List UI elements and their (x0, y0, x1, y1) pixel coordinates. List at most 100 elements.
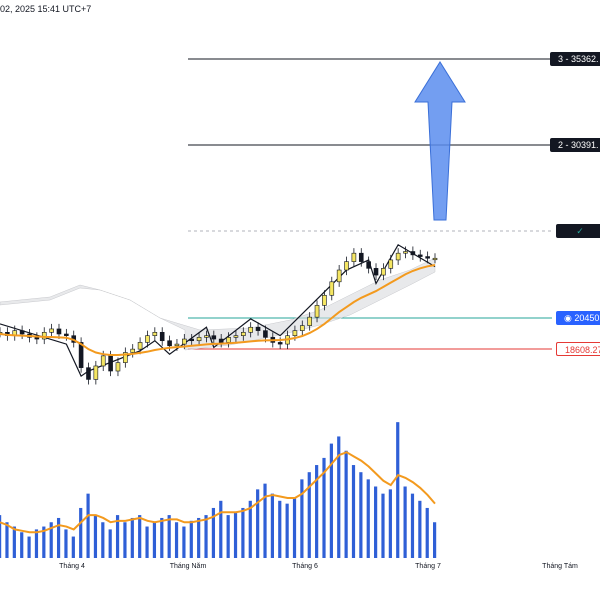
candle-body[interactable] (307, 316, 312, 326)
volume-bar[interactable] (241, 507, 245, 558)
volume-bar[interactable] (425, 507, 429, 558)
volume-bar[interactable] (300, 479, 304, 558)
candle-body[interactable] (425, 256, 430, 259)
candle-body[interactable] (248, 326, 253, 333)
volume-bar[interactable] (123, 522, 127, 558)
candle-body[interactable] (108, 355, 113, 372)
volume-bar[interactable] (108, 529, 112, 558)
volume-bar[interactable] (278, 500, 282, 558)
candle-body[interactable] (351, 252, 357, 262)
candle-body[interactable] (263, 330, 268, 338)
volume-bar[interactable] (233, 512, 238, 558)
candle-body[interactable] (56, 328, 62, 335)
volume-bar[interactable] (388, 489, 392, 558)
volume-bar[interactable] (49, 522, 53, 558)
candle-body[interactable] (182, 338, 187, 345)
candle-body[interactable] (86, 367, 91, 380)
volume-bar[interactable] (5, 522, 9, 558)
candle-body[interactable] (277, 342, 283, 345)
volume-bar[interactable] (381, 493, 385, 558)
volume-bar[interactable] (71, 536, 75, 558)
candle-body[interactable] (189, 338, 194, 342)
candle-body[interactable] (78, 342, 84, 368)
volume-bar[interactable] (0, 515, 2, 558)
volume-bar[interactable] (27, 536, 31, 558)
volume-bar[interactable] (410, 493, 415, 558)
candle-body[interactable] (241, 332, 246, 336)
candle-body[interactable] (366, 261, 371, 269)
candle-body[interactable] (211, 335, 217, 340)
candle-body[interactable] (93, 365, 99, 380)
volume-bar[interactable] (337, 436, 341, 558)
candle-body[interactable] (41, 332, 47, 340)
candle-body[interactable] (19, 330, 25, 335)
volume-bar[interactable] (270, 493, 274, 558)
candle-body[interactable] (329, 281, 335, 296)
volume-bar[interactable] (433, 522, 437, 558)
volume-bar[interactable] (145, 526, 149, 558)
volume-bar[interactable] (34, 529, 39, 558)
candle-body[interactable] (115, 362, 121, 372)
candle-body[interactable] (417, 254, 423, 257)
candle-body[interactable] (174, 343, 180, 347)
volume-bar[interactable] (418, 500, 422, 558)
candle-body[interactable] (0, 332, 3, 335)
volume-bar[interactable] (285, 503, 289, 558)
volume-bar[interactable] (322, 457, 326, 558)
candle-body[interactable] (373, 268, 379, 276)
candle-body[interactable] (410, 251, 416, 256)
volume-bar[interactable] (160, 517, 164, 558)
candle-body[interactable] (159, 332, 165, 342)
volume-bar[interactable] (115, 515, 120, 558)
volume-bar[interactable] (351, 465, 356, 558)
volume-bar[interactable] (167, 515, 171, 558)
candle-body[interactable] (218, 338, 224, 343)
volume-bar[interactable] (315, 465, 319, 558)
candle-body[interactable] (395, 252, 401, 261)
volume-bar[interactable] (197, 517, 201, 558)
volume-bar[interactable] (86, 493, 90, 558)
current-price-label[interactable]: ◉ 20450 (556, 311, 600, 325)
candle-body[interactable] (64, 333, 69, 336)
volume-bar[interactable] (329, 443, 333, 558)
candle-body[interactable] (137, 342, 143, 350)
volume-bar[interactable] (12, 526, 16, 558)
candle-body[interactable] (292, 330, 298, 336)
volume-bar[interactable] (93, 515, 98, 558)
candle-body[interactable] (196, 337, 202, 342)
candle-body[interactable] (432, 257, 438, 261)
candle-body[interactable] (322, 294, 327, 306)
candle-body[interactable] (49, 328, 54, 333)
candle-body[interactable] (314, 305, 320, 318)
volume-bar[interactable] (79, 507, 83, 558)
target-3-label[interactable]: 3 - 35362. (550, 52, 600, 66)
candle-body[interactable] (130, 348, 136, 353)
volume-bar[interactable] (226, 515, 230, 558)
candle-body[interactable] (167, 340, 172, 347)
candle-body[interactable] (152, 332, 158, 336)
candle-body[interactable] (204, 335, 209, 338)
target-2-label[interactable]: 2 - 30391. (550, 138, 600, 152)
volume-bar[interactable] (256, 489, 260, 558)
volume-bar[interactable] (292, 497, 297, 558)
volume-bar[interactable] (307, 472, 311, 558)
candle-body[interactable] (145, 335, 150, 343)
volume-bar[interactable] (344, 450, 348, 558)
volume-bar[interactable] (374, 486, 378, 559)
volume-bar[interactable] (152, 522, 157, 558)
candle-body[interactable] (299, 325, 305, 331)
candle-body[interactable] (123, 352, 128, 363)
entry-check-label[interactable]: ✓ (556, 224, 600, 238)
volume-bar[interactable] (204, 515, 208, 558)
stop-label[interactable]: 18608.27 (556, 342, 600, 356)
volume-bar[interactable] (182, 526, 186, 558)
volume-bar[interactable] (263, 483, 267, 558)
candle-body[interactable] (233, 335, 239, 338)
volume-bar[interactable] (101, 522, 105, 558)
candle-body[interactable] (34, 337, 40, 340)
volume-bar[interactable] (64, 529, 68, 558)
candle-body[interactable] (226, 337, 231, 343)
candle-body[interactable] (344, 261, 349, 271)
volume-bar[interactable] (366, 479, 370, 558)
